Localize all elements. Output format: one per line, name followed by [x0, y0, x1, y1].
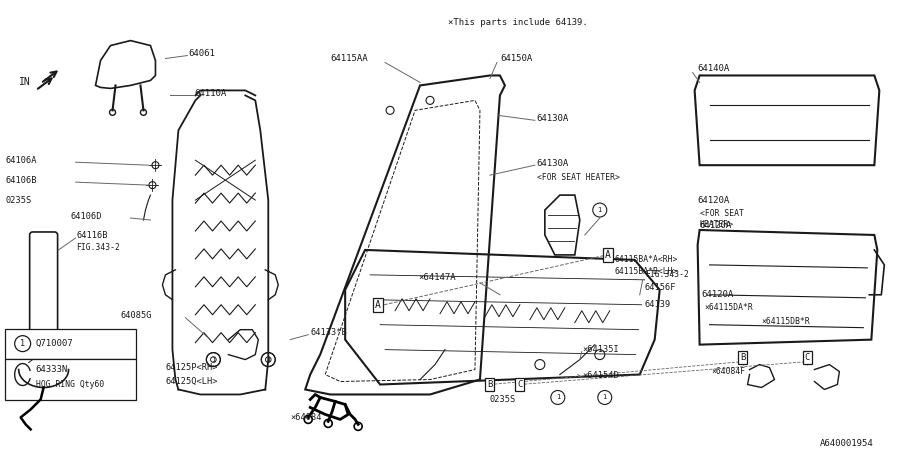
Text: 64110A: 64110A [194, 89, 227, 98]
Text: A640001954: A640001954 [819, 439, 873, 448]
Text: 64133*B: 64133*B [310, 328, 347, 337]
Text: 64150A: 64150A [500, 54, 532, 63]
Text: 1: 1 [266, 356, 270, 363]
Text: 64115BA*A<RH>: 64115BA*A<RH> [615, 256, 678, 265]
Text: ×64135I: ×64135I [583, 345, 619, 354]
Text: ×64115DB*R: ×64115DB*R [761, 317, 810, 326]
Text: 1: 1 [603, 395, 607, 400]
FancyBboxPatch shape [4, 359, 137, 400]
Text: 64125Q<LH>: 64125Q<LH> [166, 377, 218, 386]
FancyBboxPatch shape [30, 232, 58, 358]
Text: ×64154D: ×64154D [583, 371, 619, 380]
Text: FIG.343-2: FIG.343-2 [76, 243, 121, 252]
Text: A: A [375, 300, 381, 310]
Text: 1: 1 [20, 339, 25, 348]
Text: 64130A: 64130A [537, 159, 569, 168]
Text: 1: 1 [212, 356, 215, 363]
Text: 64139: 64139 [644, 300, 670, 309]
Text: 64130A: 64130A [537, 114, 569, 123]
Text: C: C [518, 380, 523, 389]
Text: 64116B: 64116B [76, 231, 108, 240]
Text: 64140A: 64140A [698, 64, 730, 73]
Text: 1: 1 [555, 395, 560, 400]
Text: ×64115DA*R: ×64115DA*R [705, 303, 753, 312]
Text: FIG.343-2: FIG.343-2 [644, 270, 688, 279]
Text: C: C [805, 353, 810, 362]
Text: 64106B: 64106B [5, 176, 37, 184]
Text: 64333N: 64333N [36, 365, 68, 374]
Text: 1: 1 [598, 207, 602, 213]
Text: HEATER>: HEATER> [699, 220, 734, 229]
Text: 64106A: 64106A [5, 156, 37, 165]
Text: 64125P<RH>: 64125P<RH> [166, 363, 218, 372]
Text: 64120A: 64120A [699, 220, 732, 230]
Text: ×This parts include 64139.: ×This parts include 64139. [448, 18, 588, 27]
Text: 0235S: 0235S [490, 395, 517, 404]
Text: 64106D: 64106D [70, 212, 102, 220]
Text: HOG RING Qty60: HOG RING Qty60 [36, 380, 104, 389]
Text: 64061: 64061 [188, 49, 215, 58]
Text: 0235S: 0235S [5, 196, 32, 205]
Text: 64115AA: 64115AA [330, 54, 368, 63]
Text: ×64084F: ×64084F [712, 367, 746, 376]
Text: 64120A: 64120A [702, 290, 733, 299]
Text: A: A [605, 250, 611, 260]
Text: <FOR SEAT: <FOR SEAT [699, 208, 743, 217]
Text: 64156F: 64156F [644, 284, 676, 292]
Text: 64115BA*B<LH>: 64115BA*B<LH> [615, 267, 678, 276]
FancyBboxPatch shape [4, 328, 137, 359]
Text: ×64084: ×64084 [290, 413, 321, 422]
Text: IN: IN [19, 77, 31, 87]
Text: 64085G: 64085G [121, 311, 152, 320]
Text: B: B [487, 380, 492, 389]
Text: <FOR SEAT HEATER>: <FOR SEAT HEATER> [537, 173, 620, 182]
Text: Q710007: Q710007 [36, 339, 73, 348]
Text: 64120A: 64120A [698, 196, 730, 205]
Text: ×64147A: ×64147A [418, 273, 455, 282]
Text: B: B [740, 353, 745, 362]
